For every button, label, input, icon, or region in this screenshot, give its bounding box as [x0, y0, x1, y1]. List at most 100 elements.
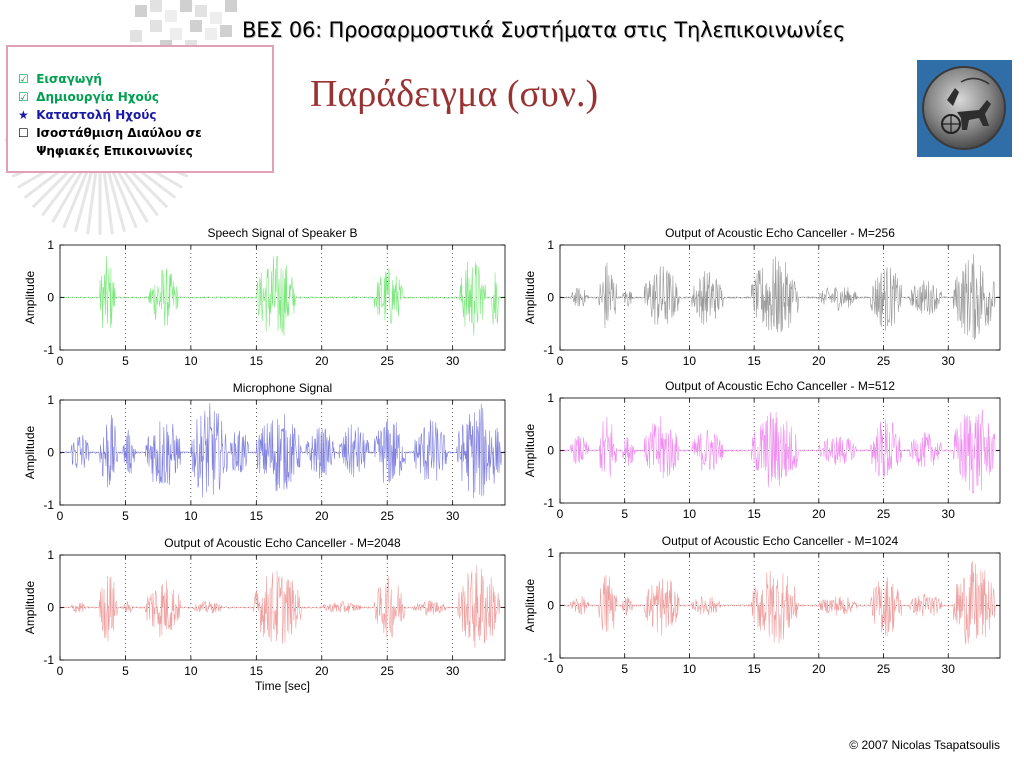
x-tick-label: 15: [250, 664, 264, 678]
chart-title: Output of Acoustic Echo Canceller - M=51…: [665, 379, 895, 393]
y-tick-label: 0: [47, 291, 54, 305]
x-tick-label: 25: [381, 509, 395, 523]
outline-item-label: Ψηφιακές Επικοινωνίες: [36, 144, 193, 158]
y-tick-label: 0: [547, 599, 554, 613]
chariot-coin-icon: [922, 66, 1006, 150]
signal-series: [559, 561, 1001, 645]
chart-title: Speech Signal of Speaker B: [207, 226, 357, 240]
y-tick-label: 0: [47, 601, 54, 615]
x-tick-label: 15: [747, 354, 761, 368]
y-tick-label: 1: [47, 393, 54, 407]
x-tick-label: 10: [184, 664, 198, 678]
x-tick-label: 0: [57, 354, 64, 368]
x-tick-label: 30: [446, 664, 460, 678]
outline-item-equalization-cont: Ψηφιακές Επικοινωνίες: [18, 144, 193, 158]
x-tick-label: 5: [621, 507, 628, 521]
chart-title: Microphone Signal: [233, 381, 332, 395]
x-tick-label: 20: [315, 509, 329, 523]
chart-title: Output of Acoustic Echo Canceller - M=25…: [665, 226, 895, 240]
signal-series: [559, 254, 1001, 340]
x-tick-label: 15: [747, 507, 761, 521]
x-tick-label: 10: [184, 509, 198, 523]
y-axis-label: Amplitude: [523, 579, 537, 633]
x-tick-label: 30: [446, 354, 460, 368]
x-tick-label: 20: [812, 507, 826, 521]
checked-box-icon: ☑: [18, 72, 29, 86]
x-tick-label: 0: [57, 509, 64, 523]
outline-item-echo-generation: ☑ Δημιουργία Ηχούς: [18, 90, 159, 104]
x-tick-label: 0: [557, 507, 564, 521]
x-tick-label: 20: [812, 662, 826, 676]
signal-series: [59, 255, 506, 336]
outline-item-echo-cancellation: ★ Καταστολή Ηχούς: [18, 108, 156, 122]
x-tick-label: 5: [621, 662, 628, 676]
y-tick-label: -1: [543, 343, 554, 357]
signal-series: [59, 403, 506, 499]
y-tick-label: 1: [547, 546, 554, 560]
copyright: © 2007 Nicolas Tsapatsoulis: [849, 738, 1000, 752]
y-tick-label: 1: [47, 238, 54, 252]
x-tick-label: 20: [315, 354, 329, 368]
outline-item-label: Ισοστάθμιση Διαύλου σε: [36, 126, 202, 140]
x-tick-label: 0: [57, 664, 64, 678]
chart-title: Output of Acoustic Echo Canceller - M=10…: [662, 534, 899, 548]
chart-title: Output of Acoustic Echo Canceller - M=20…: [164, 536, 401, 550]
x-tick-label: 5: [122, 664, 129, 678]
x-tick-label: 10: [683, 662, 697, 676]
x-tick-label: 5: [122, 509, 129, 523]
y-tick-label: -1: [43, 498, 54, 512]
course-title: ΒΕΣ 06: Προσαρμοστικά Συστήματα στις Τηλ…: [242, 18, 846, 42]
signal-series: [559, 409, 1001, 494]
unchecked-box-icon: ☐: [18, 126, 29, 140]
x-tick-label: 20: [315, 664, 329, 678]
x-tick-label: 15: [747, 662, 761, 676]
x-tick-label: 25: [877, 354, 891, 368]
x-tick-label: 25: [381, 664, 395, 678]
slide-title: Παράδειγμα (συν.): [310, 73, 599, 115]
y-tick-label: -1: [43, 653, 54, 667]
y-axis-label: Amplitude: [23, 581, 37, 635]
x-tick-label: 5: [122, 354, 129, 368]
x-tick-label: 0: [557, 662, 564, 676]
x-tick-label: 10: [683, 354, 697, 368]
x-tick-label: 30: [942, 507, 956, 521]
coin-image: [917, 60, 1012, 157]
y-tick-label: -1: [43, 343, 54, 357]
checked-box-icon: ☑: [18, 90, 29, 104]
y-tick-label: 0: [547, 444, 554, 458]
x-tick-label: 30: [446, 509, 460, 523]
y-tick-label: -1: [543, 651, 554, 665]
y-tick-label: 1: [47, 548, 54, 562]
x-tick-label: 15: [250, 354, 264, 368]
outline-item-label: Δημιουργία Ηχούς: [36, 90, 159, 104]
y-tick-label: 1: [547, 391, 554, 405]
outline-item-label: Καταστολή Ηχούς: [36, 108, 157, 122]
star-icon: ★: [18, 108, 29, 122]
signal-series: [59, 565, 506, 648]
y-tick-label: 0: [47, 446, 54, 460]
x-tick-label: 25: [877, 662, 891, 676]
outline-item-equalization: ☐ Ισοστάθμιση Διαύλου σε: [18, 126, 202, 140]
x-tick-label: 5: [621, 354, 628, 368]
x-axis-label: Time [sec]: [255, 679, 310, 693]
y-axis-label: Amplitude: [23, 426, 37, 480]
x-tick-label: 10: [184, 354, 198, 368]
x-tick-label: 15: [250, 509, 264, 523]
x-tick-label: 25: [381, 354, 395, 368]
y-axis-label: Amplitude: [523, 424, 537, 478]
y-axis-label: Amplitude: [523, 271, 537, 325]
x-tick-label: 20: [812, 354, 826, 368]
x-tick-label: 30: [942, 354, 956, 368]
x-tick-label: 0: [557, 354, 564, 368]
x-tick-label: 10: [683, 507, 697, 521]
y-axis-label: Amplitude: [23, 271, 37, 325]
outline-item-intro: ☑ Εισαγωγή: [18, 72, 102, 86]
y-tick-label: 1: [547, 238, 554, 252]
y-tick-label: 0: [547, 291, 554, 305]
